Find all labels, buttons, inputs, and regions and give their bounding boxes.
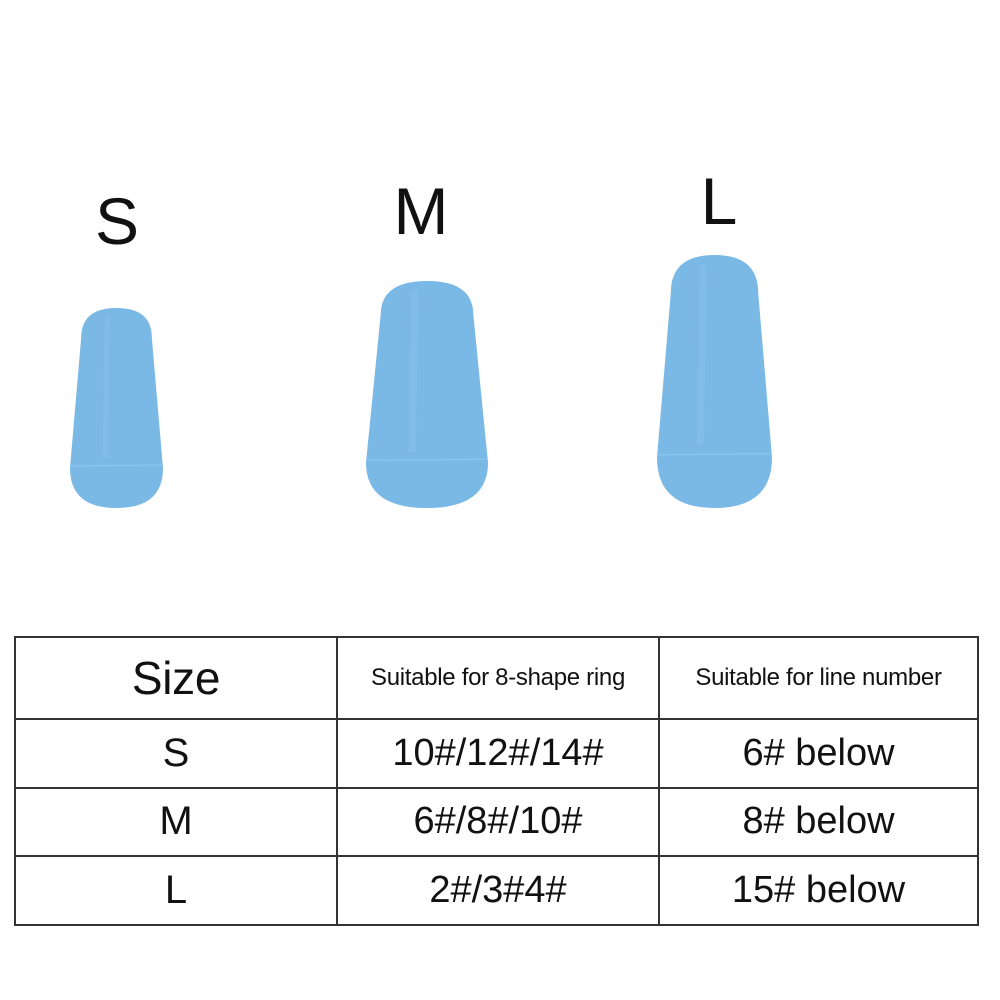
cap-image-m xyxy=(366,281,488,508)
header-size: Size xyxy=(14,636,338,720)
size-table: Size Suitable for 8-shape ring Suitable … xyxy=(14,636,979,926)
table-header-row: Size Suitable for 8-shape ring Suitable … xyxy=(14,636,979,720)
cell-size: L xyxy=(14,855,338,926)
cell-ring: 10#/12#/14# xyxy=(336,717,660,789)
cell-line: 6# below xyxy=(658,717,979,789)
table-row: S 10#/12#/14# 6# below xyxy=(14,717,979,789)
size-label-s: S xyxy=(94,184,140,258)
cell-size: S xyxy=(14,717,338,789)
size-label-l: L xyxy=(700,164,738,238)
table-row: L 2#/3#4# 15# below xyxy=(14,855,979,926)
cap-image-s xyxy=(70,308,163,508)
cell-line: 8# below xyxy=(658,786,979,858)
cell-ring: 6#/8#/10# xyxy=(336,786,660,858)
cell-line: 15# below xyxy=(658,855,979,926)
header-line: Suitable for line number xyxy=(658,636,979,720)
cap-image-l xyxy=(657,255,772,508)
table-row: M 6#/8#/10# 8# below xyxy=(14,786,979,858)
cell-ring: 2#/3#4# xyxy=(336,855,660,926)
header-ring: Suitable for 8-shape ring xyxy=(336,636,660,720)
size-label-m: M xyxy=(393,174,449,248)
cell-size: M xyxy=(14,786,338,858)
